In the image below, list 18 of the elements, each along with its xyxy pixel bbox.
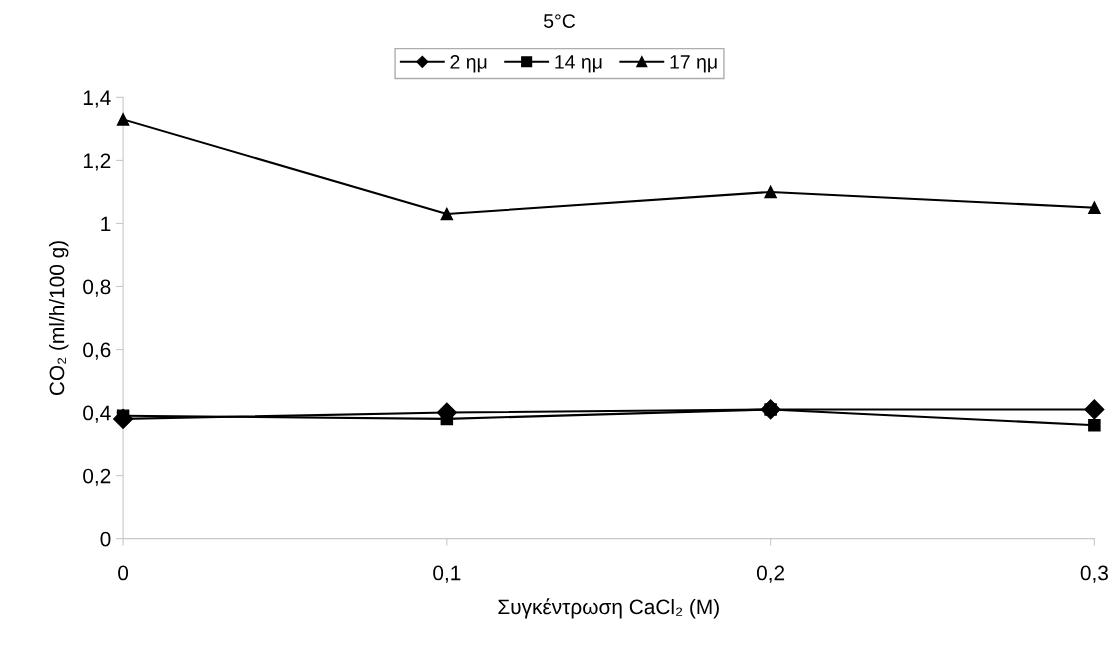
x-tick-label: 0,1 xyxy=(433,565,461,583)
y-tick-label: 0,8 xyxy=(83,279,111,297)
legend-label: 2 ημ xyxy=(450,55,487,73)
legend-label: 14 ημ xyxy=(555,55,602,73)
y-tick-label: 1,2 xyxy=(83,153,111,171)
y-axis-title: CO₂ (ml/h/100 g) xyxy=(49,241,69,396)
chart-title: 5°C xyxy=(543,14,576,28)
x-axis-title: Συγκέντρωση CaCl₂ (M) xyxy=(498,598,719,619)
y-tick-label: 0 xyxy=(100,531,111,547)
x-tick-label: 0 xyxy=(118,565,129,581)
legend-label: 17 ημ xyxy=(670,55,717,73)
y-tick-label: 0,6 xyxy=(83,342,111,360)
y-tick-label: 1,4 xyxy=(83,90,111,108)
x-tick-label: 0,3 xyxy=(1080,565,1108,583)
y-tick-label: 0,2 xyxy=(83,468,111,486)
y-tick-label: 1 xyxy=(101,216,111,231)
x-tick-label: 0,2 xyxy=(756,565,785,583)
y-tick-label: 0,4 xyxy=(83,405,111,423)
